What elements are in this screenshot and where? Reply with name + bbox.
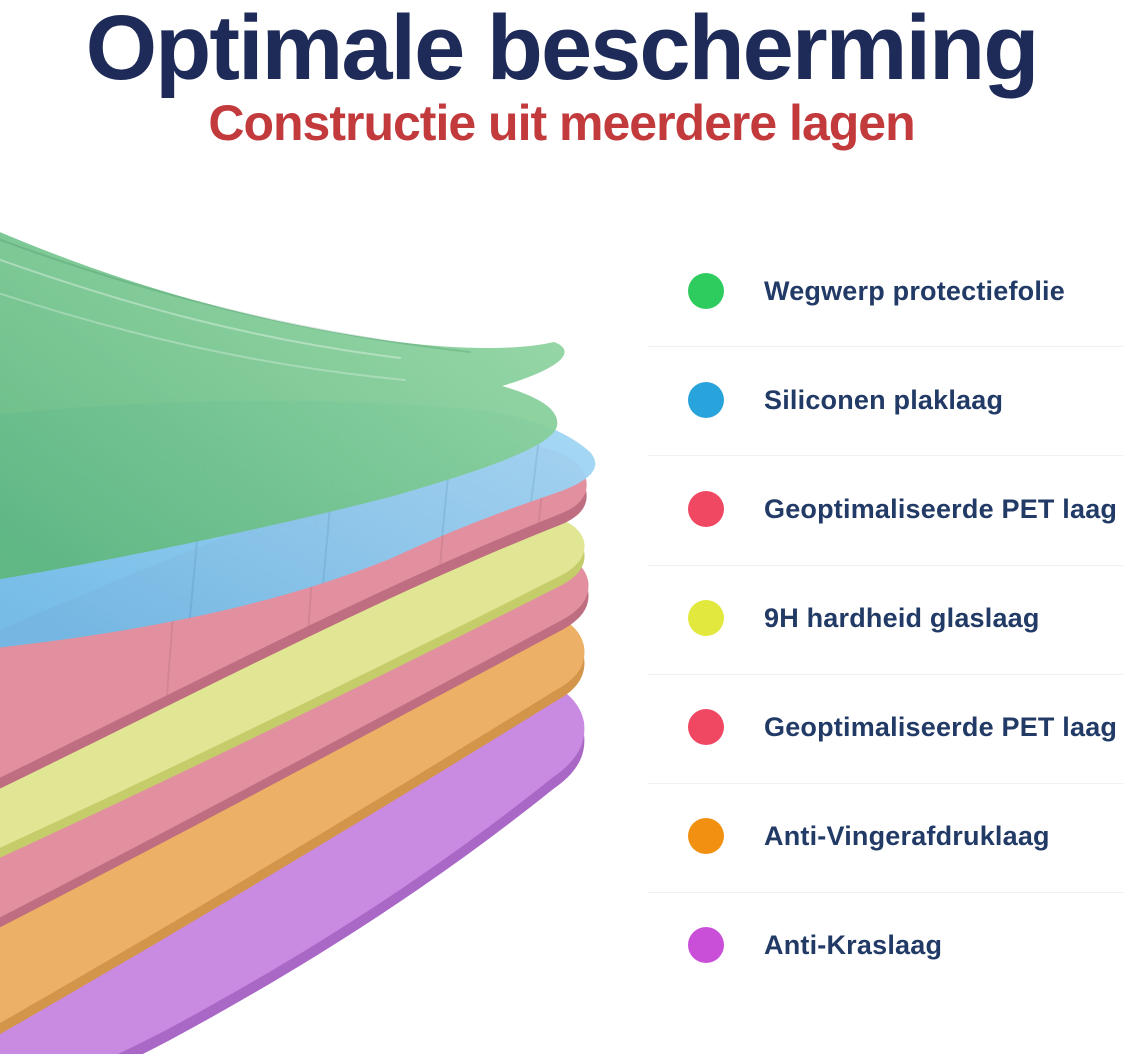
legend-item-label: Geoptimaliseerde PET laag bbox=[764, 711, 1118, 742]
legend-item-label: Anti-Kraslaag bbox=[764, 929, 943, 960]
layer-shape-protectiefolie bbox=[0, 232, 565, 580]
legend-item-label: 9H hardheid glaslaag bbox=[764, 602, 1040, 633]
layer-color-dot-icon bbox=[688, 382, 724, 418]
legend-separator bbox=[648, 346, 1123, 347]
legend-item: Anti-Kraslaag bbox=[688, 927, 1117, 963]
page-subtitle: Constructie uit meerdere lagen bbox=[208, 95, 915, 151]
legend-item-label: Geoptimaliseerde PET laag bbox=[764, 493, 1118, 524]
layer-color-dot-icon bbox=[688, 600, 724, 636]
legend-item-label: Wegwerp protectiefolie bbox=[764, 275, 1065, 306]
legend-item: 9H hardheid glaslaag bbox=[688, 600, 1117, 636]
page-title: Optimale bescherming bbox=[85, 0, 1040, 99]
layer-color-dot-icon bbox=[688, 491, 724, 527]
layer-color-dot-icon bbox=[688, 709, 724, 745]
layer-shape-glaslaag bbox=[0, 512, 585, 858]
legend-item: Wegwerp protectiefolie bbox=[688, 273, 1117, 309]
legend-item: Anti-Vingerafdruklaag bbox=[688, 818, 1117, 854]
layer-color-dot-icon bbox=[688, 818, 724, 854]
legend-separator bbox=[648, 565, 1123, 566]
legend-item: Geoptimaliseerde PET laag bbox=[688, 491, 1117, 527]
layer-color-dot-icon bbox=[688, 273, 724, 309]
legend-item: Geoptimaliseerde PET laag bbox=[688, 709, 1117, 745]
legend-item-label: Anti-Vingerafdruklaag bbox=[764, 820, 1050, 851]
legend-separator bbox=[648, 455, 1123, 456]
legend-separator bbox=[648, 783, 1123, 784]
layer-color-dot-icon bbox=[688, 927, 724, 963]
legend-separator bbox=[648, 892, 1123, 893]
legend-item: Siliconen plaklaag bbox=[688, 382, 1117, 418]
layers-legend: Wegwerp protectiefolie Siliconen plaklaa… bbox=[688, 273, 1117, 963]
layers-illustration bbox=[0, 232, 596, 1054]
legend-item-label: Siliconen plaklaag bbox=[764, 384, 1004, 415]
legend-separator bbox=[648, 674, 1123, 675]
layer-shape-anti-vingerafdruklaag bbox=[0, 608, 585, 1035]
